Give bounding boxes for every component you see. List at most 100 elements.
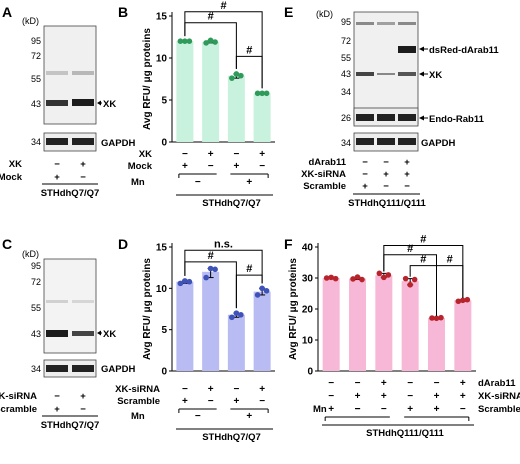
data-point — [464, 296, 471, 303]
blot-c-marker: 43 — [31, 329, 41, 339]
significance-label: # — [420, 254, 426, 266]
blot-e-xk-band — [356, 72, 374, 76]
bar — [454, 300, 472, 371]
data-point — [207, 265, 214, 272]
bar — [176, 41, 194, 143]
blot-e-marker: 34 — [341, 138, 351, 148]
significance-bracket — [184, 249, 263, 284]
blot-e-row-label: Scramble — [303, 181, 346, 192]
blot-a-sign: − — [54, 159, 60, 170]
blot-e-sign: − — [362, 169, 368, 180]
blot-e-cell-line: STHdhQ111/Q111 — [348, 198, 426, 209]
significance-bracket — [235, 274, 263, 309]
blot-a-marker: 55 — [31, 74, 41, 84]
condition-sign: − — [233, 384, 239, 395]
data-point — [177, 280, 184, 287]
data-point — [238, 72, 244, 79]
blot-e-band — [377, 22, 395, 25]
blot-a-xk-band — [72, 99, 94, 106]
panel-letter-e: E — [284, 4, 293, 20]
mn-sign: + — [246, 177, 252, 188]
blot-c-membrane — [43, 258, 97, 354]
bar — [349, 278, 366, 371]
condition-label: Mock — [128, 161, 153, 172]
mn-sign: + — [246, 411, 252, 422]
blot-e-dsred-band — [398, 46, 416, 53]
data-point — [411, 276, 418, 283]
blot-c-units: (kD) — [22, 249, 39, 259]
blot-e: (kD) 95 72 55 43 34 26 34 dsRed-dArab11 … — [301, 9, 499, 209]
condition-sign: + — [381, 391, 387, 402]
blot-e-xk-band — [377, 73, 395, 75]
blot-e-marker: 95 — [341, 17, 351, 27]
blot-c-row-label: XK-siRNA — [0, 391, 37, 402]
mn-label: Mn — [131, 177, 145, 188]
condition-sign: − — [407, 378, 413, 389]
blot-a-gapdh-band — [72, 138, 94, 145]
data-point — [455, 298, 462, 305]
condition-sign: − — [328, 391, 334, 402]
mn-sign: − — [195, 177, 201, 188]
y-tick-label: 20 — [302, 305, 314, 316]
blot-c-xk-band — [72, 331, 94, 336]
y-tick-label: 5 — [161, 325, 167, 336]
data-point — [385, 272, 392, 278]
condition-label: XK-siRNA — [115, 384, 160, 395]
blot-e-sign: + — [404, 157, 410, 168]
bar — [401, 281, 419, 371]
significance-label: # — [246, 263, 252, 275]
blot-c-loading-label: GAPDH — [101, 364, 135, 375]
condition-sign: − — [355, 404, 361, 415]
blot-c-row-label: Scramble — [0, 404, 37, 415]
condition-sign: − — [208, 161, 214, 172]
blot-e-xk-band — [398, 72, 416, 76]
blot-e-row-label: dArab11 — [309, 157, 347, 168]
blot-c-gapdh-band — [72, 365, 94, 372]
condition-sign: + — [460, 391, 466, 402]
significance-label: # — [447, 254, 453, 266]
blot-e-band-label: XK — [429, 70, 442, 81]
blot-e-arrow-icon — [419, 115, 424, 121]
blot-e-sign: + — [362, 181, 368, 192]
blot-c-gapdh-strip — [43, 359, 97, 378]
blot-e-rab11-band — [398, 114, 416, 121]
blot-a-sign: + — [54, 172, 60, 183]
blot-a-units: (kD) — [22, 16, 39, 26]
blot-e-band — [356, 22, 374, 25]
data-point — [376, 270, 383, 277]
y-tick-label: 0 — [161, 138, 167, 149]
y-tick-label: 40 — [302, 243, 314, 254]
significance-label: # — [246, 44, 252, 56]
y-tick-label: 10 — [156, 54, 168, 65]
mn-sign: + — [434, 404, 440, 415]
cell-line-label: STHdhQ111/Q111 — [366, 428, 444, 439]
blot-c-marker: 55 — [31, 303, 41, 313]
condition-sign: − — [208, 396, 214, 407]
significance-label: # — [208, 250, 214, 262]
data-point — [381, 274, 387, 281]
data-point — [429, 315, 435, 321]
condition-sign: + — [259, 149, 265, 160]
blot-a-arrow-icon — [97, 100, 101, 106]
blot-c-sign: + — [54, 404, 60, 415]
blot-a-gapdh-band — [46, 138, 68, 145]
condition-label: Scramble — [478, 404, 520, 415]
blot-e-row-label: XK-siRNA — [301, 169, 346, 180]
significance-bracket — [235, 55, 263, 89]
blot-e-gapdh-band — [377, 138, 395, 145]
bar — [227, 75, 245, 142]
blot-e-sign: − — [362, 157, 368, 168]
data-point — [212, 266, 218, 273]
condition-label: dArab11 — [478, 378, 516, 389]
mn-label: Mn — [131, 411, 145, 422]
y-tick-label: 10 — [302, 336, 314, 347]
blot-e-marker: 34 — [341, 87, 351, 97]
blot-e-gapdh-band — [398, 138, 416, 145]
condition-sign: − — [259, 161, 265, 172]
data-point — [350, 276, 356, 282]
data-point — [212, 39, 218, 45]
data-point — [263, 288, 270, 294]
condition-sign: + — [434, 391, 440, 402]
condition-sign: + — [407, 404, 413, 415]
